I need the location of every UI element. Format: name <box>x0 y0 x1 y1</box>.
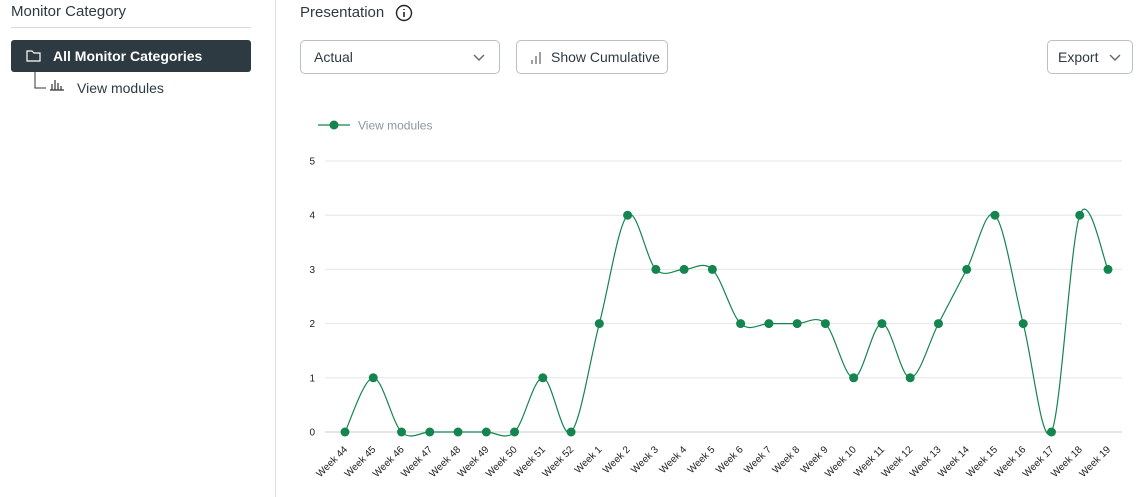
data-point <box>453 427 463 437</box>
y-tick-label: 4 <box>309 211 315 222</box>
data-point <box>425 427 435 437</box>
y-tick-label: 2 <box>309 319 315 330</box>
x-tick-label: Week 3 <box>629 444 661 476</box>
folder-icon <box>26 50 41 62</box>
data-point <box>736 319 746 329</box>
select-value: Actual <box>314 49 353 65</box>
x-tick-label: Week 4 <box>658 444 690 476</box>
divider <box>11 27 251 28</box>
data-point <box>340 427 350 437</box>
chevron <box>473 54 485 61</box>
data-point <box>368 373 378 383</box>
data-point <box>538 373 548 383</box>
data-point <box>962 264 972 274</box>
tree-root[interactable]: All Monitor Categories <box>11 40 251 72</box>
info-icon[interactable] <box>395 4 413 22</box>
sidebar: Monitor Category All Monitor Categories … <box>0 0 276 497</box>
sidebar-title: Monitor Category <box>11 3 127 20</box>
data-point <box>792 319 802 329</box>
data-point <box>820 319 830 329</box>
tree-child[interactable]: View modules <box>77 80 164 96</box>
data-point <box>623 210 633 220</box>
tree-connector <box>34 72 64 91</box>
x-tick-label: Week 2 <box>601 444 633 476</box>
data-point <box>566 427 576 437</box>
data-point <box>594 319 604 329</box>
data-point <box>510 427 520 437</box>
data-point <box>1046 427 1056 437</box>
x-tick-label: Week 52 <box>541 444 577 480</box>
data-point <box>933 319 943 329</box>
data-point <box>481 427 491 437</box>
y-tick-label: 1 <box>309 373 315 384</box>
cumulative-button[interactable]: Show Cumulative <box>516 40 668 74</box>
x-tick-label: Week 5 <box>686 444 718 476</box>
series-line <box>344 208 1109 437</box>
x-tick-label: Week 8 <box>771 444 803 476</box>
export-button[interactable]: Export <box>1047 40 1133 74</box>
x-tick-label: Week 7 <box>742 444 774 476</box>
data-point <box>990 210 1000 220</box>
section-title: Presentation <box>300 4 385 21</box>
y-tick-label: 0 <box>309 428 315 439</box>
data-point <box>877 319 887 329</box>
data-point <box>1018 319 1028 329</box>
y-tick-label: 5 <box>309 157 315 168</box>
x-tick-label: Week 6 <box>714 444 746 476</box>
data-point <box>707 264 717 274</box>
data-point <box>1075 210 1085 220</box>
button-label: Show Cumulative <box>551 49 660 65</box>
bar-icon <box>531 52 541 64</box>
data-point <box>849 373 859 383</box>
tree-root-label: All Monitor Categories <box>53 48 203 64</box>
chevron <box>1109 54 1121 61</box>
x-tick-label: Week 1 <box>573 444 605 476</box>
legend-marker <box>329 120 339 130</box>
select[interactable]: Actual <box>300 40 500 74</box>
data-point <box>651 264 661 274</box>
y-tick-label: 3 <box>309 265 315 276</box>
data-point <box>764 319 774 329</box>
data-point <box>905 373 915 383</box>
data-point <box>397 427 407 437</box>
data-point <box>1103 264 1113 274</box>
legend-label: View modules <box>358 119 432 133</box>
button-label: Export <box>1058 49 1099 65</box>
data-point <box>679 264 689 274</box>
x-tick-label: Week 19 <box>1078 444 1114 480</box>
